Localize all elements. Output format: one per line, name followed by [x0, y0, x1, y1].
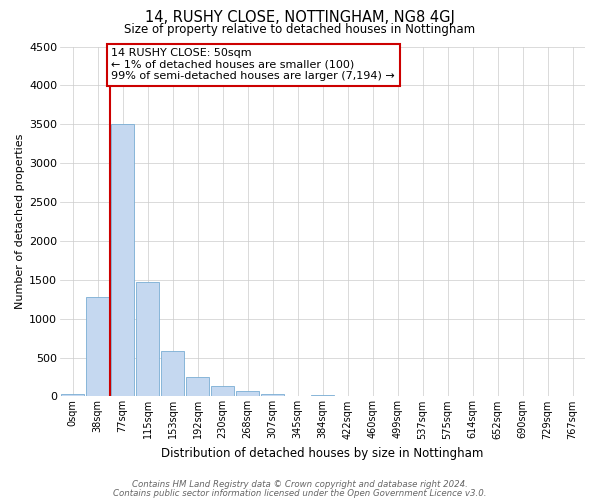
Text: Contains public sector information licensed under the Open Government Licence v3: Contains public sector information licen… [113, 488, 487, 498]
Bar [187, 378, 209, 396]
Text: 14, RUSHY CLOSE, NOTTINGHAM, NG8 4GJ: 14, RUSHY CLOSE, NOTTINGHAM, NG8 4GJ [145, 10, 455, 25]
Bar [112, 124, 134, 396]
Y-axis label: Number of detached properties: Number of detached properties [15, 134, 25, 309]
Bar [61, 394, 84, 396]
Bar [211, 386, 234, 396]
Text: Contains HM Land Registry data © Crown copyright and database right 2024.: Contains HM Land Registry data © Crown c… [132, 480, 468, 489]
Bar [86, 297, 109, 396]
Bar [236, 390, 259, 396]
Bar [136, 282, 159, 397]
X-axis label: Distribution of detached houses by size in Nottingham: Distribution of detached houses by size … [161, 447, 484, 460]
Text: Size of property relative to detached houses in Nottingham: Size of property relative to detached ho… [124, 22, 476, 36]
Text: 14 RUSHY CLOSE: 50sqm
← 1% of detached houses are smaller (100)
99% of semi-deta: 14 RUSHY CLOSE: 50sqm ← 1% of detached h… [112, 48, 395, 82]
Bar [161, 352, 184, 397]
Bar [311, 395, 334, 396]
Bar [261, 394, 284, 396]
